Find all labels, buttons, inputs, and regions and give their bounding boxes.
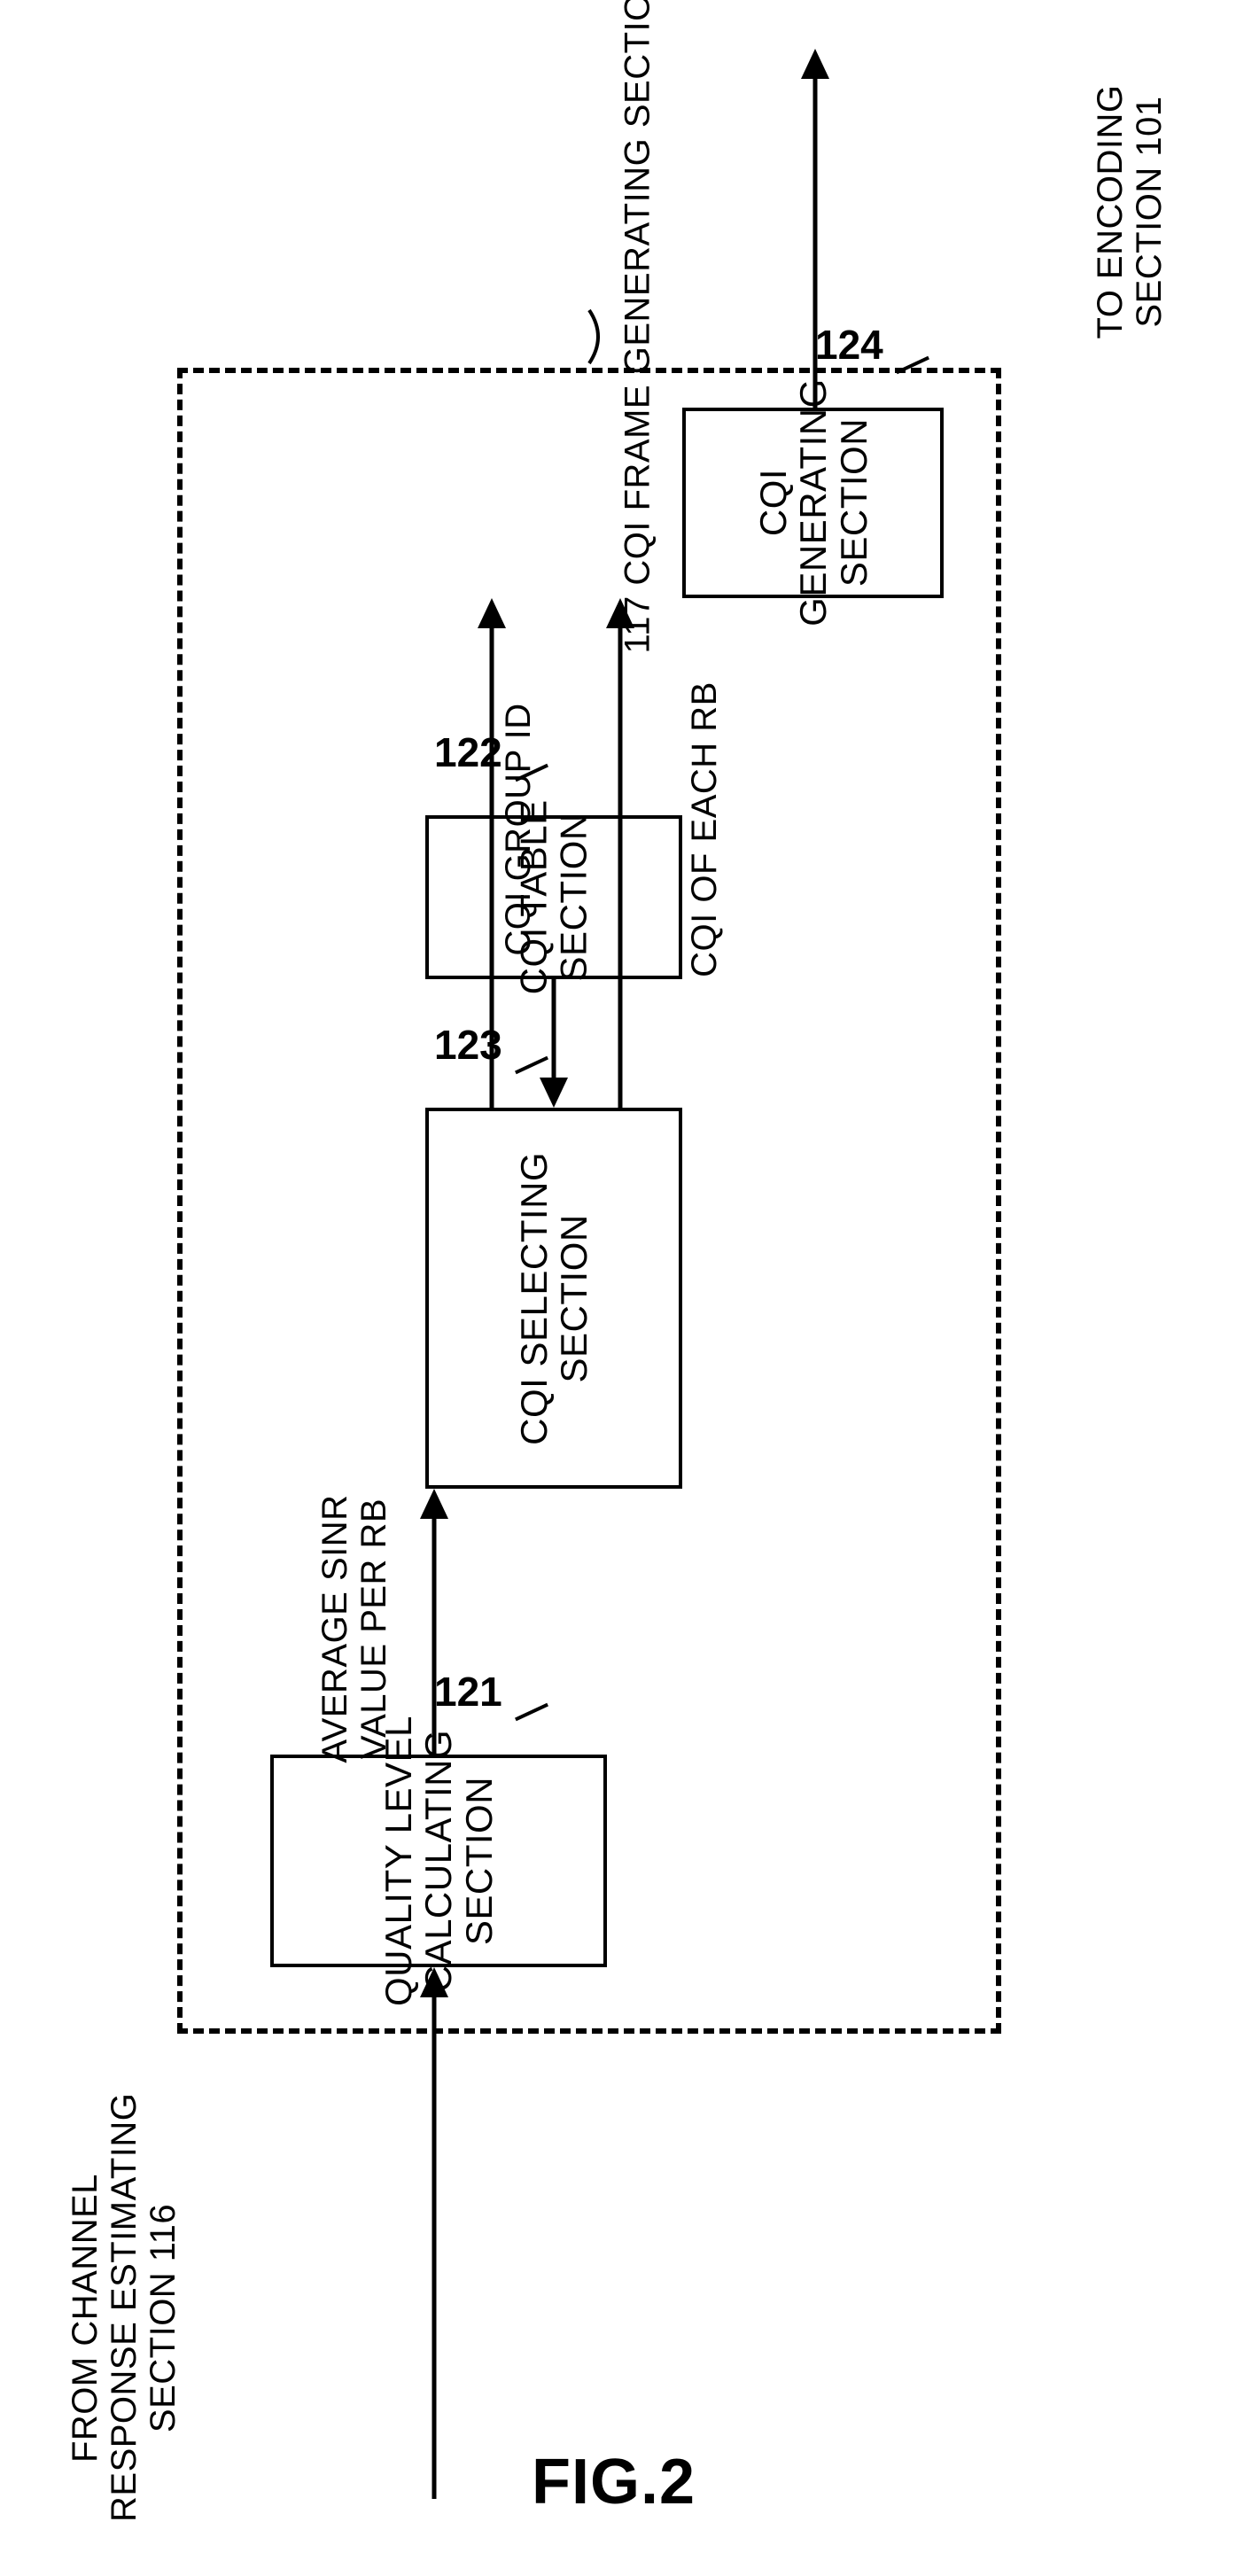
ref-122: 122 [434,728,502,776]
cqi-of-each-rb-label: CQI OF EACH RB [685,670,724,989]
avg-sinr-label: AVERAGE SINRVALUE PER RB [315,1469,393,1788]
figure-label: FIG.2 [532,2446,696,2518]
cqi-group-id-label: CQI GROUP ID [499,688,538,971]
quality-level-calculating-section-label: QUALITY LEVELCALCULATINGSECTION [378,1716,499,2006]
cqi-selecting-section: CQI SELECTINGSECTION [425,1108,682,1489]
ref-124: 124 [815,321,883,369]
cqi-table-section: CQI TABLESECTION [425,815,682,979]
ref-121: 121 [434,1668,502,1716]
output-label: TO ENCODINGSECTION 101 [1091,61,1169,362]
cqi-generating-section: CQIGENERATINGSECTION [682,408,944,598]
cqi-selecting-section-label: CQI SELECTINGSECTION [514,1152,595,1445]
input-label: FROM CHANNELRESPONSE ESTIMATINGSECTION 1… [66,2114,183,2522]
section-title: 117 CQI FRAME GENERATING SECTION [618,0,658,654]
ref-123: 123 [434,1021,502,1069]
cqi-generating-section-label: CQIGENERATINGSECTION [752,379,873,627]
